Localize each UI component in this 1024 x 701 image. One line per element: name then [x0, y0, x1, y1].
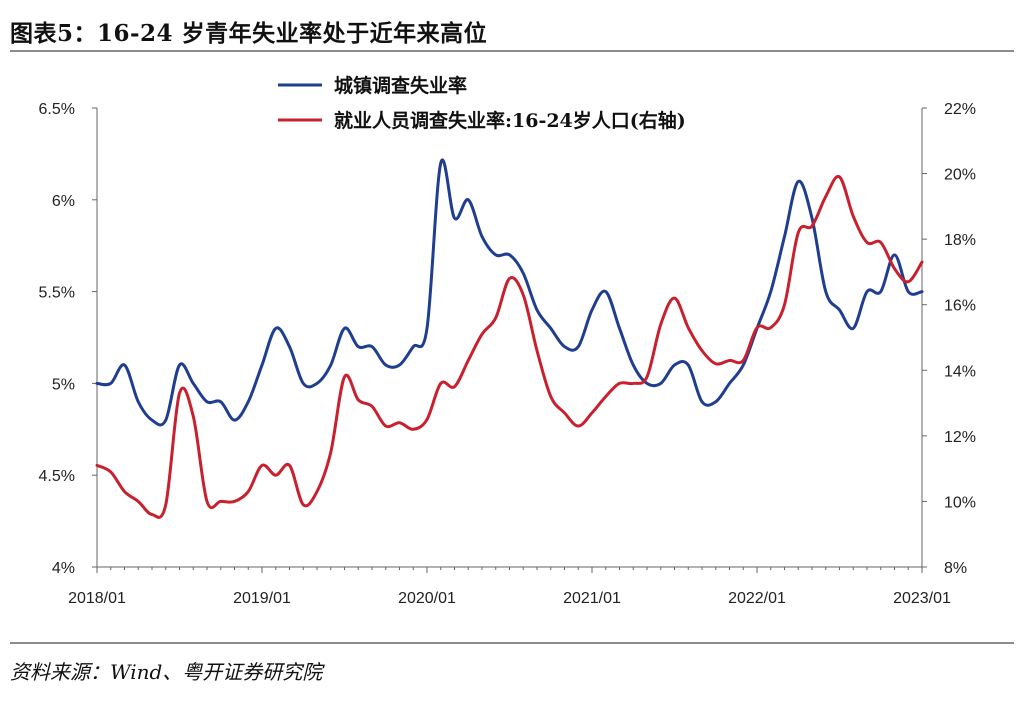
x-tick-label: 2023/01	[893, 590, 951, 607]
x-tick-label: 2022/01	[728, 590, 786, 607]
y-right-tick-label: 14%	[944, 363, 976, 380]
y-left-tick-label: 4%	[52, 560, 75, 577]
series-line-youth-unemployment	[95, 174, 924, 519]
y-left-tick-label: 4.5%	[39, 468, 75, 485]
y-left-tick-label: 6.5%	[39, 101, 75, 118]
x-tick-label: 2018/01	[68, 590, 126, 607]
source-bar: 资料来源：Wind、粤开证券研究院	[10, 642, 1014, 685]
series-line-urban-unemployment	[95, 158, 924, 427]
y-right-tick-label: 10%	[944, 494, 976, 511]
y-right-tick-label: 20%	[944, 167, 976, 184]
y-left-tick-label: 6%	[52, 193, 75, 210]
legend-label: 城镇调查失业率	[334, 74, 467, 97]
chart-title: 图表5：16-24 岁青年失业率处于近年来高位	[10, 20, 488, 47]
y-right-tick-label: 22%	[944, 101, 976, 118]
y-right-tick-label: 8%	[944, 560, 967, 577]
title-bar: 图表5：16-24 岁青年失业率处于近年来高位	[10, 14, 1014, 52]
y-left-tick-label: 5.5%	[39, 285, 75, 302]
x-tick-label: 2021/01	[563, 590, 621, 607]
x-tick-label: 2019/01	[233, 590, 291, 607]
x-tick-label: 2020/01	[398, 590, 456, 607]
y-right-tick-label: 16%	[944, 298, 976, 315]
y-right-tick-label: 12%	[944, 429, 976, 446]
legend-label: 就业人员调查失业率:16-24岁人口(右轴)	[334, 109, 686, 132]
source-note: 资料来源：Wind、粤开证券研究院	[10, 660, 323, 684]
line-chart: 4% 4.5% 5% 5.5% 6% 6.5% 8% 10% 12% 14% 16% 18% 20% 22…	[39, 74, 977, 607]
y-left-tick-label: 5%	[52, 376, 75, 393]
y-right-tick-label: 18%	[944, 232, 976, 249]
